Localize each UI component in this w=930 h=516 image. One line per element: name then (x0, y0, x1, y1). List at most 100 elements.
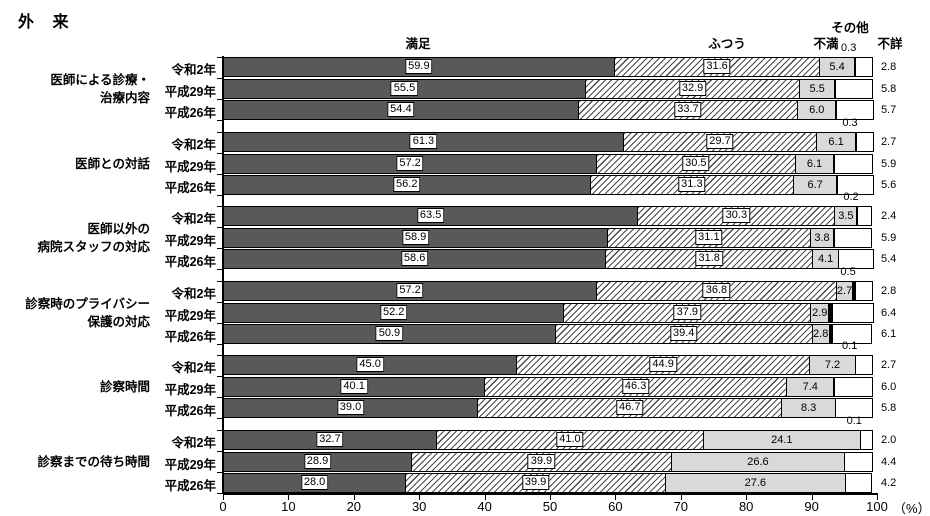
y-axis-line (222, 56, 224, 493)
year-label: 平成26年 (164, 479, 216, 493)
value-label: 61.3 (409, 134, 438, 149)
bar-segment-unknown (854, 281, 873, 301)
x-axis-tick (550, 493, 551, 500)
value-label: 56.2 (393, 177, 421, 192)
y-axis-tick (217, 472, 223, 473)
value-label: 0.3 (842, 117, 858, 129)
x-axis-tick (484, 493, 486, 500)
value-label: 5.4 (881, 252, 897, 265)
bar-segment-unknown (855, 132, 874, 152)
series-header-other: その他 (831, 21, 869, 35)
bar-segment-unknown (844, 452, 873, 472)
value-label: 46.7 (616, 400, 644, 415)
series-header-satisfied: 満足 (405, 37, 431, 51)
value-label: 0.5 (840, 266, 856, 278)
x-axis-tick (615, 493, 617, 500)
x-axis-tick-label: 40 (477, 499, 492, 514)
value-label: 2.8 (881, 284, 897, 297)
x-axis-tick (746, 493, 748, 500)
y-axis-tick (217, 174, 223, 175)
y-axis-tick (217, 269, 223, 270)
year-label: 平成26年 (164, 106, 216, 120)
value-label: 2.8 (813, 327, 829, 340)
x-axis-tick (680, 493, 682, 500)
y-axis-tick (217, 355, 223, 356)
value-label: 39.4 (670, 326, 698, 341)
value-label: 39.0 (336, 400, 365, 415)
value-label: 31.8 (695, 251, 723, 266)
value-label: 33.7 (674, 102, 702, 117)
y-axis-tick (217, 99, 223, 100)
x-axis-tick-label: 30 (411, 499, 427, 514)
bar-segment-unknown (836, 100, 874, 120)
year-label: 平成26年 (164, 330, 216, 344)
value-label: 39.9 (527, 454, 556, 469)
value-label: 32.7 (316, 432, 344, 447)
y-axis-tick (217, 132, 223, 133)
value-label: 5.5 (809, 82, 825, 95)
value-label: 3.5 (838, 209, 854, 222)
value-label: 6.7 (807, 178, 823, 191)
value-label: 8.3 (800, 401, 817, 414)
value-label: 0.1 (842, 340, 858, 352)
value-label: 2.7 (836, 284, 853, 297)
y-axis-tick (217, 281, 223, 282)
value-label: 57.2 (396, 156, 424, 171)
value-label: 6.1 (828, 135, 844, 148)
x-axis-tick-label: 50 (542, 499, 558, 514)
y-axis-tick (217, 493, 223, 494)
group-label: 診察時のプライバシー 保護の対応 (25, 296, 150, 329)
value-label: 58.6 (400, 251, 429, 266)
value-label: 31.1 (695, 230, 723, 245)
x-axis-tick-label: 90 (804, 499, 819, 514)
bar-segment-unknown (838, 249, 874, 269)
bar-segment-unknown (835, 398, 873, 418)
x-axis-tick-label: 0 (219, 499, 227, 514)
value-label: 32.9 (678, 81, 707, 96)
group-label: 診察時間 (99, 379, 150, 394)
year-label: 平成26年 (164, 181, 216, 195)
value-label: 59.9 (405, 59, 433, 74)
series-header-dissatisfied: 不満 (813, 37, 839, 51)
bar-segment-unknown (854, 57, 873, 77)
value-label: 30.5 (682, 156, 710, 171)
y-axis-tick (217, 153, 223, 154)
y-axis-tick (217, 120, 223, 121)
bar-segment-unknown (835, 79, 873, 99)
value-label: 2.9 (812, 306, 828, 319)
value-label: 0.2 (843, 191, 859, 203)
value-label: 5.9 (881, 157, 897, 170)
value-label: 39.9 (521, 475, 550, 490)
value-label: 36.8 (702, 283, 731, 298)
y-axis-tick (217, 57, 223, 58)
y-axis-tick (217, 451, 223, 452)
year-label: 平成29年 (164, 234, 216, 248)
bar-segment-unknown (855, 355, 873, 375)
x-axis-tick-label: 80 (738, 499, 754, 514)
value-label: 26.6 (747, 455, 769, 468)
value-label: 2.8 (881, 60, 897, 73)
x-axis-tick (419, 493, 421, 500)
value-label: 45.0 (356, 357, 384, 372)
year-label: 平成29年 (164, 383, 216, 397)
value-label: 29.7 (706, 134, 734, 149)
bar-segment-unknown (837, 175, 874, 195)
x-axis-tick (223, 493, 224, 500)
value-label: 2.4 (881, 209, 897, 222)
x-axis-tick (288, 493, 290, 500)
bar-segment-unknown (859, 430, 873, 450)
group-label: 医師による診療・ 治療内容 (50, 72, 150, 105)
year-label: 平成29年 (164, 85, 216, 99)
y-axis-tick (217, 227, 223, 228)
value-label: 5.8 (881, 82, 897, 95)
value-label: 5.7 (881, 103, 897, 116)
bar-segment-unknown (834, 154, 873, 174)
value-label: 5.8 (881, 401, 897, 414)
y-axis-tick (217, 430, 223, 431)
value-label: 40.1 (340, 379, 368, 394)
value-label: 2.0 (881, 433, 897, 446)
value-label: 5.9 (881, 231, 897, 244)
value-label: 58.9 (401, 230, 430, 245)
value-label: 31.3 (678, 177, 706, 192)
